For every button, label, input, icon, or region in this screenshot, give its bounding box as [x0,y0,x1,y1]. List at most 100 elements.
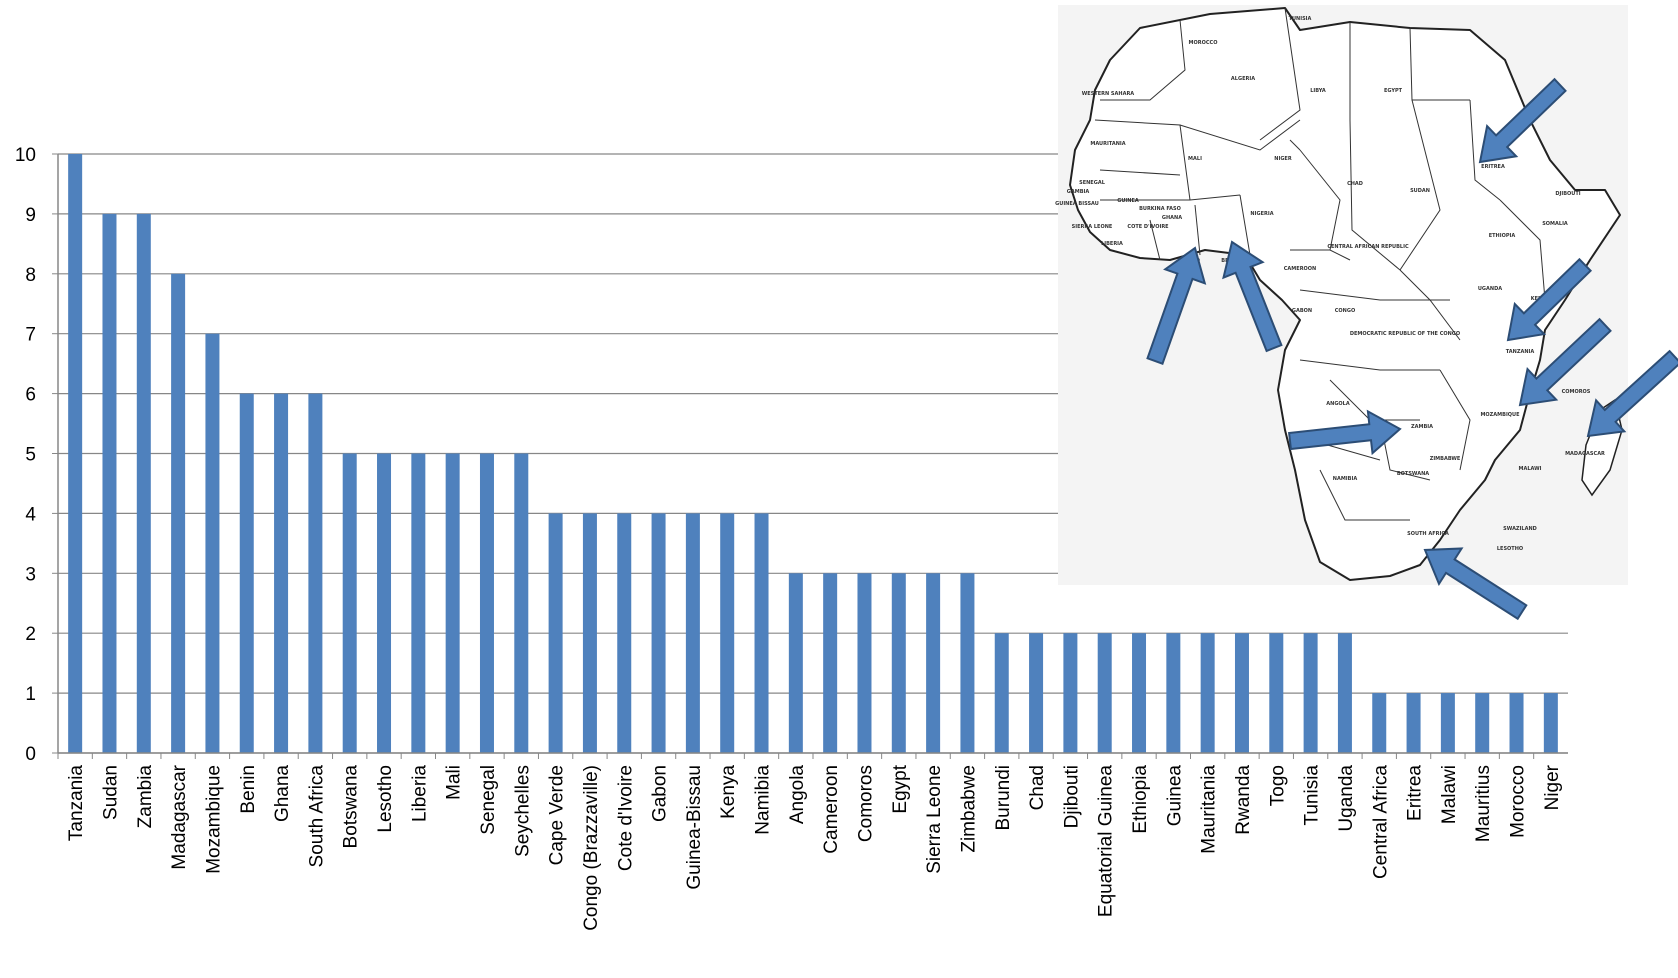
map-country-label: GUINEA BISSAU [1055,201,1099,207]
category-label: Rwanda [1233,765,1254,835]
country-border [1179,119,1301,151]
map-country-label: SOUTH AFRICA [1407,531,1449,537]
category-label: Ghana [272,765,293,822]
country-border [1299,289,1450,301]
category-label: Seychelles [512,765,533,857]
bar [960,573,975,753]
bar [1166,633,1181,753]
category-label: Mozambique [203,765,224,874]
y-tick-label: 5 [25,445,36,466]
category-label: Djibouti [1061,765,1082,828]
bar [445,453,460,753]
country-border [1319,469,1410,521]
map-country-label: DJIBOUTI [1555,191,1580,197]
y-tick-label: 3 [25,564,36,585]
map-country-label: MAURITANIA [1090,141,1125,147]
country-border [1399,269,1461,341]
category-label: Niger [1542,764,1563,810]
category-label: Senegal [478,765,499,835]
country-border [1439,369,1471,471]
bar [377,453,392,753]
category-label: Sudan [100,765,121,820]
category-label: Comoros [855,765,876,842]
country-border [1194,204,1201,256]
country-border [1239,194,1251,256]
map-country-label: LIBYA [1310,88,1326,94]
category-label: Mauritania [1199,765,1220,854]
bar [342,453,357,753]
category-label: South Africa [306,765,327,868]
bar [1475,693,1490,753]
map-country-label: DEMOCRATIC REPUBLIC OF THE CONGO [1350,331,1460,337]
map-country-label: MOZAMBIQUE [1480,412,1520,418]
bar [651,513,666,753]
map-country-label: GAMBIA [1067,189,1090,195]
map-country-label: CAMEROON [1284,266,1316,272]
country-border [1299,149,1341,251]
map-country-label: CENTRAL AFRICAN REPUBLIC [1327,244,1409,250]
map-country-label: MADAGASCAR [1565,451,1605,457]
y-tick-label: 1 [25,684,36,705]
bar [788,573,803,753]
map-country-label: SOMALIA [1542,221,1568,227]
map-country-label: ERITREA [1481,164,1505,170]
bar [1337,633,1352,753]
bars [68,154,1558,753]
country-border [1100,194,1241,201]
category-label: Morocco [1508,765,1529,838]
category-label: Madagascar [169,764,190,869]
map-country-label: COTE D'IVOIRE [1127,224,1169,230]
country-border [1100,19,1186,101]
category-label: Namibia [753,765,774,835]
category-labels: Tanzania Sudan Zambia Madagascar Mozambique B… [66,764,1563,931]
category-label: Central Africa [1370,765,1391,879]
bar [548,513,563,753]
map-country-label: TANZANIA [1506,349,1535,355]
bar [1303,633,1318,753]
map-country-label: SENEGAL [1079,180,1106,186]
arrow-pointer [1222,240,1283,353]
arrow-pointer [1287,409,1402,456]
bar [1063,633,1078,753]
category-label: Zambia [135,765,156,829]
bar [1029,633,1044,753]
map-country-label: ZIMBABWE [1430,456,1461,462]
category-label: Botswana [341,765,362,849]
africa-map-inset: TUNISIA MOROCCO ALGERIA LIBYA EGYPT WESTERN S… [1055,5,1678,621]
y-tick-label: 9 [25,205,36,226]
bar [994,633,1009,753]
map-country-label: BURKINA FASO [1139,206,1181,212]
map-country-label: SIERRA LEONE [1072,224,1113,230]
map-country-label: GUINEA [1117,198,1139,204]
bar [582,513,597,753]
country-border [1499,199,1546,301]
category-label: Angola [787,765,808,825]
map-country-label: SWAZILAND [1503,526,1537,532]
bar [617,513,632,753]
bar [823,573,838,753]
category-label: Liberia [409,765,430,822]
category-label: Mauritius [1473,765,1494,842]
arrow-pointer [1478,77,1567,164]
map-country-label: MOROCCO [1189,40,1218,46]
y-tick-label: 6 [25,385,36,406]
map-country-label: GHANA [1162,215,1182,221]
map-country-label: LIBERIA [1101,241,1123,247]
country-border [1149,219,1161,261]
bar [1406,693,1421,753]
category-label: Cameroon [821,765,842,854]
category-label: Togo [1267,765,1288,806]
arrow-pointer [1423,547,1528,621]
bar [1269,633,1284,753]
map-country-label: ALGERIA [1231,76,1255,82]
map-country-label: ANGOLA [1326,401,1350,407]
bar [68,154,83,753]
map-country-label: CONGO [1335,308,1355,314]
category-label: Chad [1027,765,1048,810]
category-label: Kenya [718,765,739,819]
y-tick-label: 0 [25,744,36,765]
country-border [1299,359,1440,371]
map-country-label: NIGERIA [1250,211,1273,217]
country-border [1259,7,1301,141]
